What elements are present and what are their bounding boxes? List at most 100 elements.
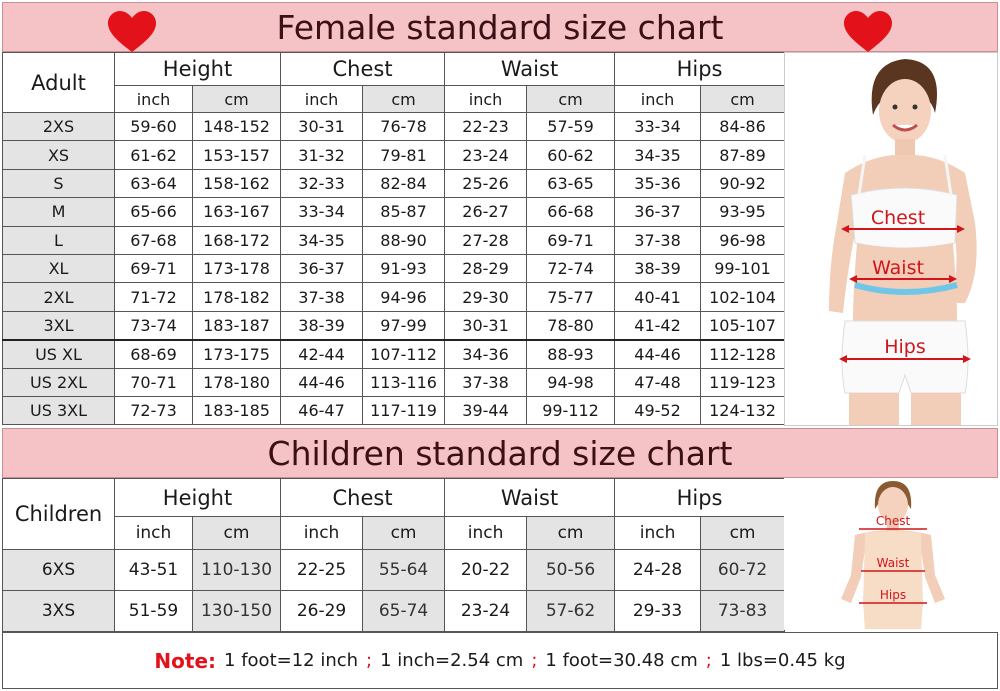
- cm-value-cell: 88-93: [526, 338, 616, 369]
- size-label-cell: 2XS: [2, 111, 115, 142]
- inch-value-cell: 38-39: [280, 310, 364, 341]
- note-separator: ;: [705, 650, 712, 671]
- inch-value-cell: 22-25: [280, 549, 364, 591]
- table-row: US XL 68-69 173-175 42-44 107-112 34-36 88-93 4…: [2, 338, 786, 369]
- heart-icon: [108, 11, 156, 52]
- cm-value-cell: 158-162: [191, 168, 282, 199]
- cm-value-cell: 88-90: [362, 225, 446, 255]
- inch-value-cell: 41-42: [614, 310, 702, 341]
- children-header-hips: Hips: [614, 478, 786, 517]
- inch-value-cell: 26-29: [280, 590, 364, 632]
- inch-value-cell: 29-33: [614, 590, 702, 632]
- inch-value-cell: 32-33: [280, 168, 364, 199]
- table-row: 6XS 43-51 110-130 22-25 55-64 20-22 50-56 24-28…: [2, 549, 786, 591]
- inch-value-cell: 23-24: [444, 140, 528, 170]
- girl-measurement-figure: Chest Waist Hips: [784, 478, 998, 630]
- cm-value-cell: 168-172: [191, 225, 282, 255]
- cm-value-cell: 178-180: [191, 367, 282, 397]
- female-header-waist: Waist: [444, 52, 616, 86]
- inch-value-cell: 37-38: [280, 282, 364, 312]
- inch-value-cell: 34-35: [280, 225, 364, 255]
- table-row: 2XS 59-60 148-152 30-31 76-78 22-23 57-59 33-34…: [2, 111, 786, 142]
- cm-value-cell: 60-72: [700, 549, 786, 591]
- children-header-waist: Waist: [444, 478, 616, 517]
- cm-value-cell: 75-77: [526, 282, 616, 312]
- inch-value-cell: 30-31: [280, 111, 364, 142]
- children-unit-cm: cm: [526, 516, 616, 550]
- table-row: 3XS 51-59 130-150 26-29 65-74 23-24 57-62 29-33…: [2, 590, 786, 632]
- inch-value-cell: 26-27: [444, 197, 528, 227]
- cm-value-cell: 90-92: [700, 168, 786, 199]
- inch-value-cell: 49-52: [614, 395, 702, 426]
- table-row: US 2XL 70-71 178-180 44-46 113-116 37-38 94-98…: [2, 367, 786, 397]
- children-unit-inch: inch: [280, 516, 364, 550]
- female-header-hips: Hips: [614, 52, 786, 86]
- cm-value-cell: 57-62: [526, 590, 616, 632]
- female-unit-inch: inch: [614, 85, 702, 113]
- inch-value-cell: 30-31: [444, 310, 528, 341]
- children-unit-cm: cm: [700, 516, 786, 550]
- woman-chest-label: Chest: [871, 207, 925, 229]
- inch-value-cell: 36-37: [614, 197, 702, 227]
- cm-value-cell: 78-80: [526, 310, 616, 341]
- inch-value-cell: 39-44: [444, 395, 528, 426]
- inch-value-cell: 24-28: [614, 549, 702, 591]
- inch-value-cell: 51-59: [114, 590, 193, 632]
- size-label-cell: US 3XL: [2, 395, 115, 426]
- size-label-cell: 2XL: [2, 282, 115, 312]
- cm-value-cell: 82-84: [362, 168, 446, 199]
- cm-value-cell: 153-157: [191, 140, 282, 170]
- inch-value-cell: 33-34: [280, 197, 364, 227]
- size-label-cell: US XL: [2, 338, 115, 369]
- cm-value-cell: 178-182: [191, 282, 282, 312]
- table-row: XS 61-62 153-157 31-32 79-81 23-24 60-62 34-35 8…: [2, 140, 786, 170]
- cm-value-cell: 57-59: [526, 111, 616, 142]
- girl-chest-label: Chest: [876, 514, 911, 528]
- female-unit-inch: inch: [280, 85, 364, 113]
- cm-value-cell: 99-112: [526, 395, 616, 426]
- note-label: Note:: [154, 648, 217, 673]
- inch-value-cell: 34-36: [444, 338, 528, 369]
- woman-measurement-figure: Chest Waist Hips: [784, 52, 998, 426]
- inch-value-cell: 42-44: [280, 338, 364, 369]
- girl-figure-illustration: Chest Waist Hips: [841, 481, 945, 629]
- inch-value-cell: 27-28: [444, 225, 528, 255]
- size-label-cell: US 2XL: [2, 367, 115, 397]
- table-row: US 3XL 72-73 183-185 46-47 117-119 39-44 99-11…: [2, 395, 786, 426]
- cm-value-cell: 124-132: [700, 395, 786, 426]
- inch-value-cell: 68-69: [114, 338, 193, 369]
- inch-value-cell: 36-37: [280, 253, 364, 284]
- cm-value-cell: 60-62: [526, 140, 616, 170]
- children-unit-cm: cm: [362, 516, 446, 550]
- size-label-cell: S: [2, 168, 115, 199]
- children-size-table: Children Height Chest Waist Hips inch cm…: [2, 478, 786, 632]
- girl-hips-label: Hips: [880, 588, 906, 602]
- cm-value-cell: 76-78: [362, 111, 446, 142]
- size-label-cell: XL: [2, 253, 115, 284]
- children-unit-inch: inch: [614, 516, 702, 550]
- cm-value-cell: 65-74: [362, 590, 446, 632]
- table-row: M 65-66 163-167 33-34 85-87 26-27 66-68 36-37 93…: [2, 197, 786, 227]
- note-separator: ;: [531, 650, 538, 671]
- cm-value-cell: 94-98: [526, 367, 616, 397]
- inch-value-cell: 37-38: [444, 367, 528, 397]
- inch-value-cell: 65-66: [114, 197, 193, 227]
- cm-value-cell: 183-185: [191, 395, 282, 426]
- cm-value-cell: 94-96: [362, 282, 446, 312]
- inch-value-cell: 46-47: [280, 395, 364, 426]
- cm-value-cell: 72-74: [526, 253, 616, 284]
- cm-value-cell: 117-119: [362, 395, 446, 426]
- cm-value-cell: 73-83: [700, 590, 786, 632]
- cm-value-cell: 105-107: [700, 310, 786, 341]
- cm-value-cell: 183-187: [191, 310, 282, 341]
- size-label-cell: L: [2, 225, 115, 255]
- conversion-note: Note: 1 foot=12 inch; 1 inch=2.54 cm; 1 …: [2, 632, 998, 689]
- female-corner-label: Adult: [2, 52, 115, 113]
- table-row: 3XL 73-74 183-187 38-39 97-99 30-31 78-80 41-42…: [2, 310, 786, 341]
- children-unit-cm: cm: [191, 516, 282, 550]
- table-row: XL 69-71 173-178 36-37 91-93 28-29 72-74 38-39 9…: [2, 253, 786, 284]
- inch-value-cell: 25-26: [444, 168, 528, 199]
- female-size-table: Adult Height Chest Waist Hips inch cm in…: [2, 52, 786, 426]
- size-label-cell: 6XS: [2, 549, 115, 591]
- female-unit-cm: cm: [700, 85, 786, 113]
